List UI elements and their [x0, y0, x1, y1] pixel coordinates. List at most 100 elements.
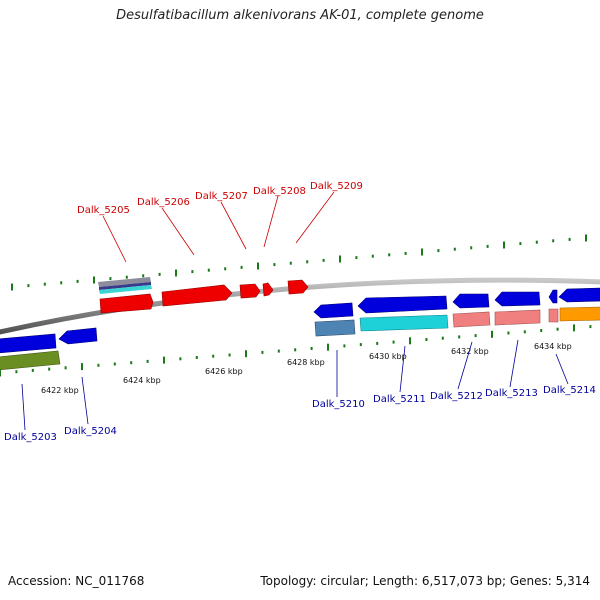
genome-title: Desulfatibacillum alkenivorans AK-01, co…	[116, 8, 484, 23]
tick-minor	[109, 277, 112, 281]
tick-major	[257, 262, 259, 270]
tick-minor	[31, 368, 34, 372]
gene-arrow-dalk-5211[interactable]	[357, 295, 448, 314]
tick-minor	[568, 237, 571, 241]
tick-major	[409, 337, 411, 345]
tick-minor	[27, 284, 30, 288]
tick-minor	[142, 274, 145, 278]
scale-label: 6432 kbp	[451, 347, 489, 356]
gene-arrow-right-edge[interactable]	[558, 287, 600, 303]
leader-line	[457, 341, 473, 390]
gene-label-dalk-5209[interactable]: Dalk_5209	[310, 181, 363, 192]
leader-line	[102, 215, 127, 263]
leader-line	[81, 376, 89, 425]
tick-major	[93, 276, 95, 284]
feature-block-cyan[interactable]	[359, 314, 449, 332]
tick-minor	[519, 242, 522, 246]
gene-label-dalk-5203[interactable]: Dalk_5203	[4, 432, 57, 443]
gene-arrow-dalk-5208[interactable]	[262, 282, 274, 297]
scale-label: 6422 kbp	[41, 386, 79, 395]
gene-label-dalk-5208[interactable]: Dalk_5208	[253, 186, 306, 197]
tick-major	[11, 283, 13, 291]
tick-minor	[130, 361, 133, 365]
feature-stripe-cyan[interactable]	[99, 285, 152, 294]
feature-block-olive[interactable]	[0, 350, 61, 371]
tick-major	[491, 330, 493, 338]
gene-arrow-dalk-5206[interactable]	[161, 284, 233, 307]
tick-minor	[486, 244, 489, 248]
gene-label-dalk-5211[interactable]: Dalk_5211	[373, 394, 426, 405]
tick-minor	[273, 263, 276, 267]
gene-arrow-dalk-5204[interactable]	[58, 327, 98, 345]
tick-minor	[507, 331, 510, 335]
reverse-leader-lines	[21, 339, 569, 431]
forward-leader-lines	[102, 191, 335, 263]
leader-line	[21, 383, 26, 431]
tick-major	[0, 369, 1, 377]
gene-arrow-dalk-5210[interactable]	[313, 302, 354, 319]
tick-minor	[556, 327, 559, 331]
tick-minor	[470, 246, 473, 250]
tick-major	[175, 269, 177, 277]
tick-minor	[388, 253, 391, 257]
tick-minor	[179, 357, 182, 361]
gene-arrow-dalk-5214[interactable]	[548, 289, 558, 304]
tick-minor	[552, 239, 555, 243]
feature-block-steelblue[interactable]	[314, 319, 356, 337]
leader-line	[295, 191, 335, 244]
feature-block-salmon-3[interactable]	[548, 308, 559, 323]
gene-arrow-dalk-5207[interactable]	[239, 283, 261, 299]
tick-minor	[404, 251, 407, 255]
tick-minor	[43, 282, 46, 286]
leader-line	[509, 339, 519, 388]
tick-minor	[224, 267, 227, 271]
gene-label-dalk-5204[interactable]: Dalk_5204	[64, 426, 117, 437]
tick-minor	[48, 367, 51, 371]
gene-label-dalk-5214[interactable]: Dalk_5214	[543, 385, 596, 396]
tick-major	[81, 363, 83, 371]
forward-gene-labels: Dalk_5205 Dalk_5206 Dalk_5207 Dalk_5208 …	[77, 181, 363, 216]
tick-minor	[310, 347, 313, 350]
leader-line	[161, 207, 195, 256]
tick-minor	[453, 247, 456, 251]
tick-major	[585, 234, 587, 242]
tick-marks-lower	[0, 324, 592, 377]
tick-minor	[437, 249, 440, 253]
feature-block-salmon-1[interactable]	[452, 311, 491, 328]
tick-minor	[458, 335, 461, 339]
reverse-features	[0, 287, 600, 371]
gene-arrow-dalk-5213[interactable]	[494, 291, 541, 307]
feature-block-salmon-2[interactable]	[494, 309, 541, 326]
tick-minor	[64, 366, 67, 370]
tick-minor	[306, 260, 309, 264]
gene-label-dalk-5213[interactable]: Dalk_5213	[485, 388, 538, 399]
gene-label-dalk-5210[interactable]: Dalk_5210	[312, 399, 365, 410]
reverse-gene-labels: Dalk_5203 Dalk_5204 Dalk_5210 Dalk_5211 …	[4, 385, 596, 443]
gene-label-dalk-5212[interactable]: Dalk_5212	[430, 391, 483, 402]
tick-minor	[589, 325, 592, 329]
feature-stripe-gray[interactable]	[98, 277, 151, 287]
forward-features	[98, 277, 309, 314]
scale-label: 6426 kbp	[205, 367, 243, 376]
gene-arrow-dalk-5212[interactable]	[452, 293, 490, 309]
feature-block-orange[interactable]	[559, 306, 600, 322]
feature-stripe-navy[interactable]	[99, 282, 151, 290]
tick-minor	[322, 258, 325, 262]
tick-minor	[441, 336, 444, 340]
gene-label-dalk-5205[interactable]: Dalk_5205	[77, 205, 130, 216]
gene-arrow-dalk-5203[interactable]	[0, 333, 57, 354]
leader-line	[555, 353, 569, 385]
scale-label: 6424 kbp	[123, 376, 161, 385]
tick-minor	[195, 356, 198, 359]
gene-arrow-dalk-5205[interactable]	[99, 293, 154, 314]
tick-minor	[228, 353, 231, 357]
gene-label-dalk-5207[interactable]: Dalk_5207	[195, 191, 248, 202]
tick-minor	[277, 349, 280, 353]
tick-minor	[359, 343, 362, 347]
gene-label-dalk-5206[interactable]: Dalk_5206	[137, 197, 190, 208]
gene-arrow-dalk-5209[interactable]	[287, 279, 309, 295]
tick-minor	[540, 329, 543, 332]
tick-major	[163, 356, 165, 364]
scale-label: 6430 kbp	[369, 352, 407, 361]
